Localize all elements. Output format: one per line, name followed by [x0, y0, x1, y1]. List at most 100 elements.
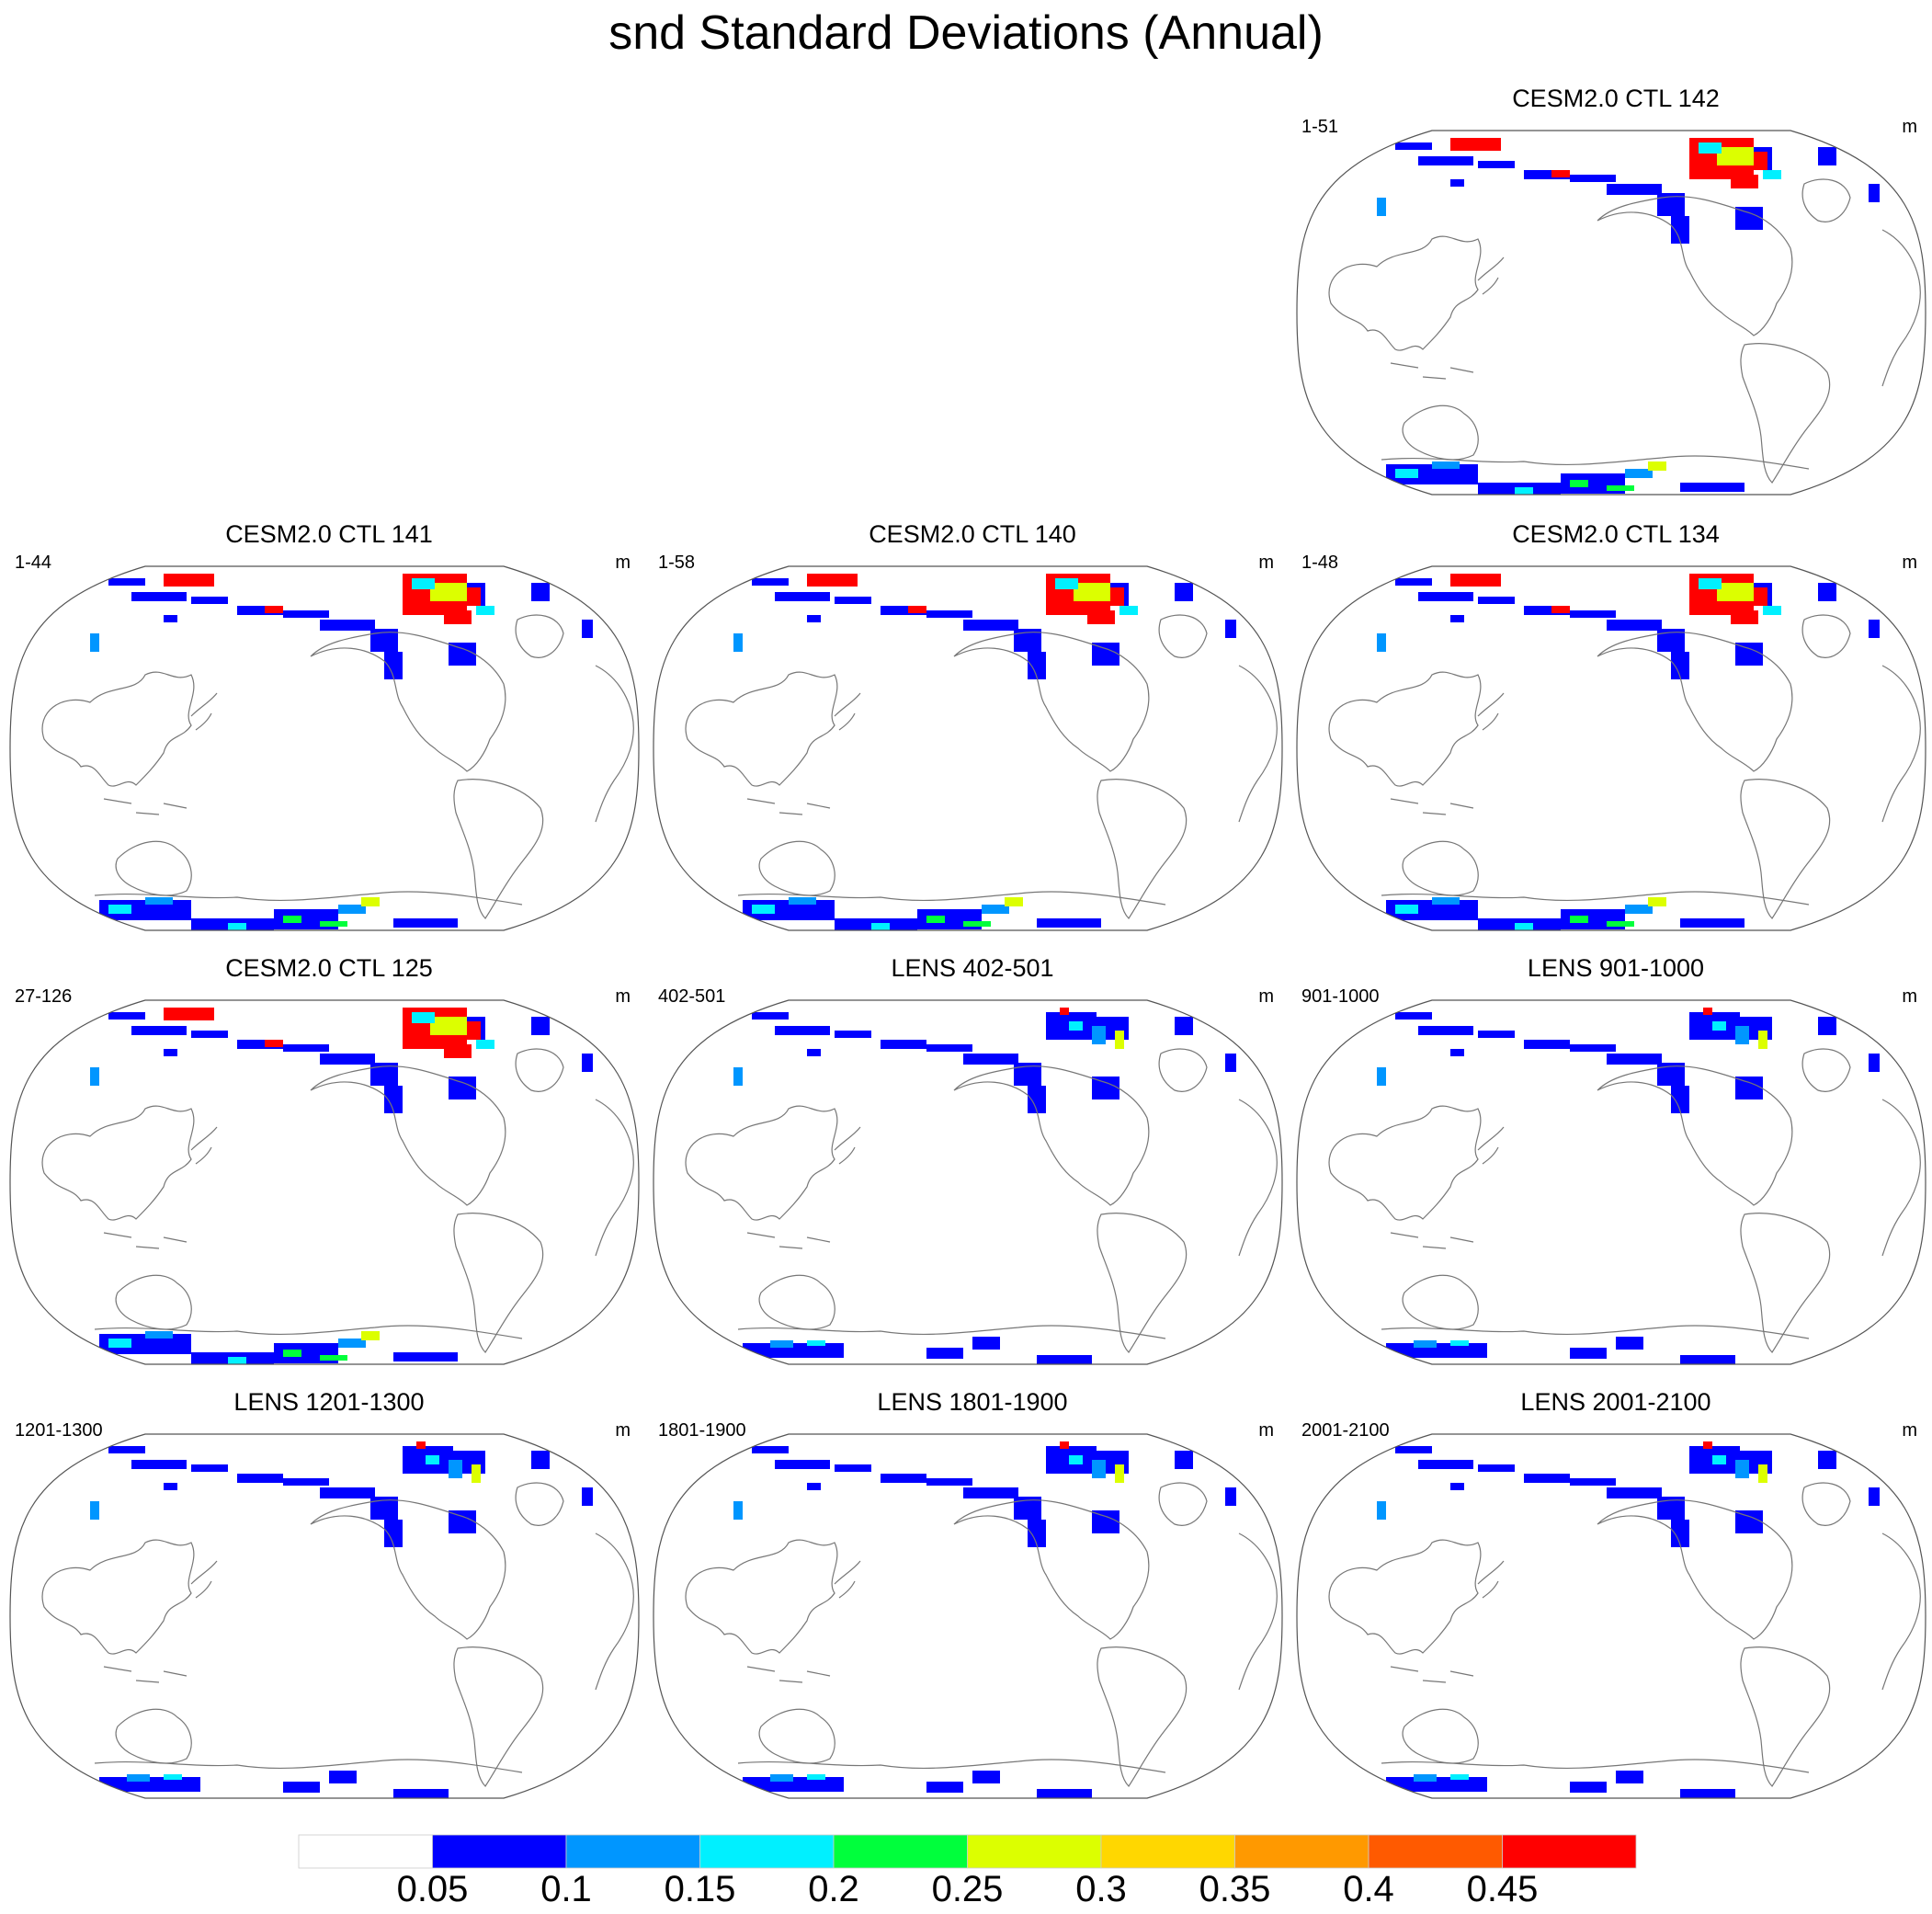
panel-year-range: 901-1000	[1301, 986, 1380, 1007]
snow-cell	[1648, 897, 1666, 906]
snow-cell	[1225, 620, 1236, 638]
snow-cell	[1450, 615, 1464, 622]
panel-year-range: 2001-2100	[1301, 1420, 1390, 1441]
coastline	[1740, 343, 1831, 484]
coastline	[453, 779, 544, 919]
snow-cell	[108, 1012, 145, 1020]
snow-cell	[1607, 1487, 1662, 1498]
world-map	[1296, 1433, 1926, 1799]
snow-cell	[320, 620, 375, 631]
map-panel-lens901: LENS 901-1000 901-1000 m	[1294, 952, 1932, 1384]
coastline	[103, 1666, 188, 1683]
snow-cell	[1037, 918, 1101, 928]
coastline	[515, 1482, 564, 1526]
map-panel-ctl125: CESM2.0 CTL 125 27-126 m	[7, 952, 651, 1384]
snow-cell	[1225, 1487, 1236, 1506]
snow-cell	[384, 652, 403, 679]
world-map	[9, 1433, 640, 1799]
coastline	[41, 1539, 195, 1655]
snow-cell	[1377, 1067, 1386, 1086]
snow-field	[1377, 138, 1880, 495]
snow-cell	[926, 1044, 972, 1052]
snow-cell	[329, 1771, 357, 1783]
snow-cell	[926, 610, 972, 618]
map-panel-lens2001: LENS 2001-2100 2001-2100 m	[1294, 1386, 1932, 1818]
snow-cell	[1119, 606, 1138, 615]
snow-cell	[1092, 1026, 1106, 1044]
coastline	[1390, 362, 1474, 380]
snow-cell	[472, 1464, 481, 1483]
snow-cell	[430, 1017, 467, 1035]
snow-cell	[1414, 1774, 1437, 1782]
coastline	[1328, 671, 1482, 787]
coastline	[953, 1499, 1150, 1640]
panel-year-range: 1-44	[15, 553, 52, 573]
snow-cell	[743, 1343, 844, 1358]
snow-cell	[412, 1012, 435, 1023]
snow-cell	[1037, 1355, 1092, 1364]
snow-cell	[1731, 175, 1758, 188]
snow-cell	[1005, 897, 1023, 906]
snow-cell	[1680, 483, 1744, 492]
colorbar-swatch	[298, 1834, 433, 1869]
coastline	[1402, 1274, 1479, 1330]
colorbar-swatch	[565, 1834, 700, 1869]
snow-cell	[1699, 142, 1722, 154]
snow-cell	[320, 1355, 347, 1361]
coastline	[94, 891, 523, 906]
colorbar-swatch	[1368, 1834, 1503, 1869]
snow-cell	[733, 1067, 743, 1086]
coastline	[834, 692, 861, 731]
snow-cell	[1869, 184, 1880, 202]
snow-cell	[476, 606, 494, 615]
panel-title: LENS 2001-2100	[1520, 1388, 1711, 1416]
snow-cell	[1570, 916, 1588, 923]
world-map	[1296, 565, 1926, 931]
coastline	[758, 1274, 835, 1330]
snow-cell	[361, 897, 380, 906]
coastline	[1477, 692, 1505, 731]
coastline	[1381, 891, 1810, 906]
snow-cell	[752, 578, 789, 586]
snow-cell	[99, 1777, 200, 1792]
panel-title: CESM2.0 CTL 125	[225, 954, 433, 982]
snow-cell	[807, 615, 821, 622]
snow-cell	[1037, 1789, 1092, 1798]
snow-cell	[145, 1331, 173, 1339]
snow-cell	[1671, 652, 1689, 679]
snow-cell	[1414, 1340, 1437, 1348]
coastline	[1097, 779, 1188, 919]
snow-cell	[926, 1782, 963, 1793]
snow-cell	[1735, 1460, 1749, 1478]
coastline	[1402, 840, 1479, 896]
snow-cell	[926, 1348, 963, 1359]
colorbar-swatch	[699, 1834, 835, 1869]
snow-cell	[449, 1077, 476, 1099]
coastline	[595, 1532, 634, 1691]
snow-cell	[1869, 620, 1880, 638]
snow-cell	[1735, 207, 1763, 230]
coastline	[1597, 1065, 1793, 1206]
coastline	[103, 798, 188, 815]
coastline	[1158, 1048, 1208, 1092]
snow-cell	[881, 1474, 926, 1483]
snow-cell	[127, 1774, 150, 1782]
coastline	[515, 1048, 564, 1092]
snow-cell	[1478, 597, 1515, 604]
snow-field	[1377, 574, 1880, 930]
snow-cell	[1175, 1017, 1193, 1035]
coastline	[1238, 1099, 1278, 1257]
coastline	[1097, 1213, 1188, 1353]
snow-cell	[775, 592, 830, 601]
panel-year-range: 1-48	[1301, 553, 1339, 573]
snow-cell	[228, 923, 246, 930]
snow-cell	[108, 1446, 145, 1453]
snow-cell	[1607, 485, 1634, 491]
snow-cell	[1515, 487, 1533, 495]
snow-cell	[1377, 198, 1386, 216]
snow-cell	[1703, 1008, 1712, 1015]
snow-cell	[384, 1520, 403, 1547]
snow-cell	[1060, 1008, 1069, 1015]
coastline	[737, 891, 1166, 906]
